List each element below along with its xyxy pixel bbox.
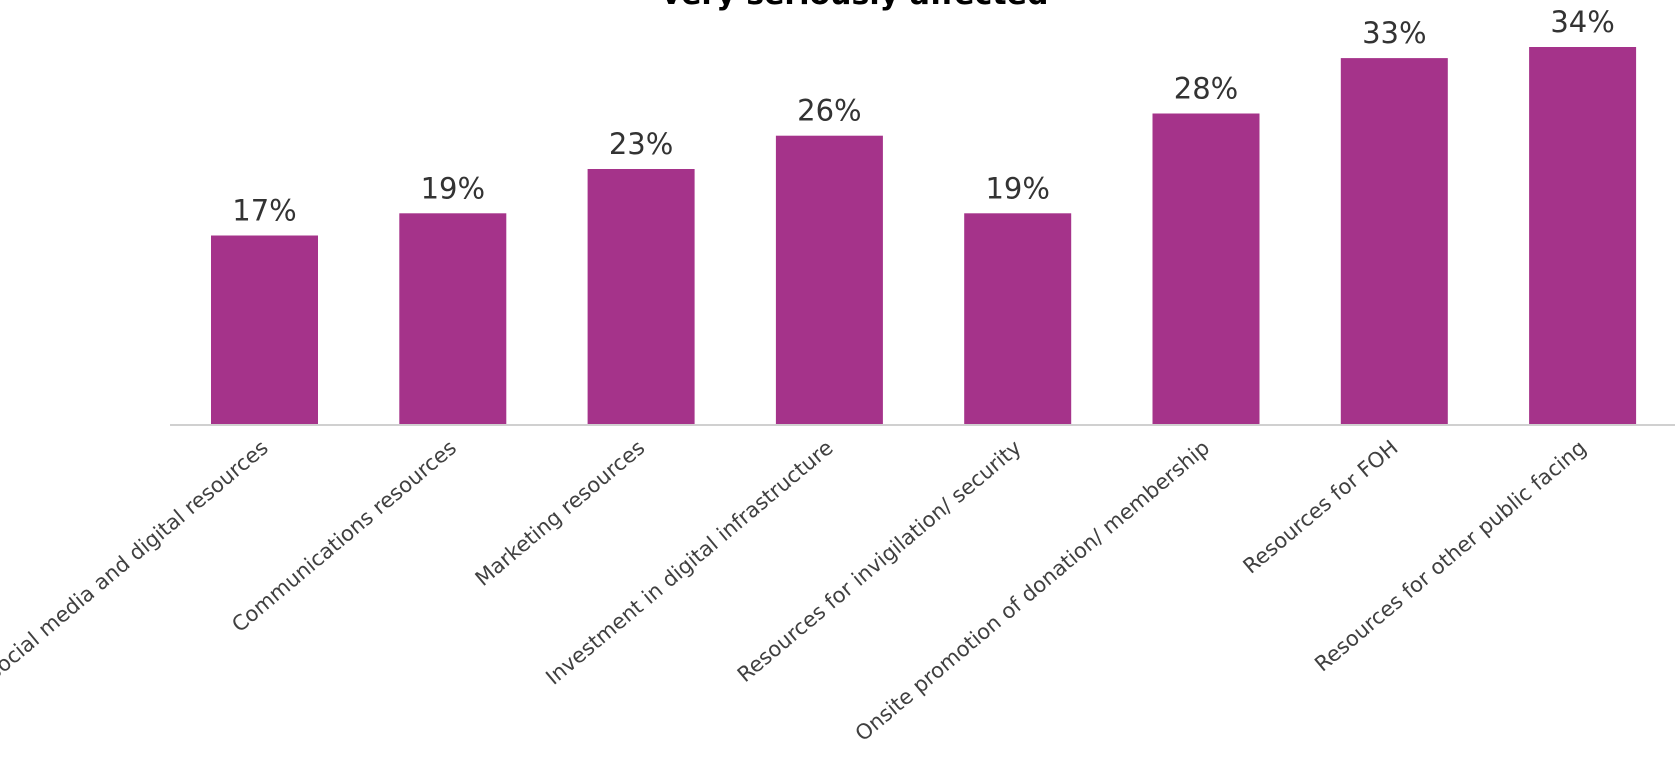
category-label: Resources for FOH	[1239, 435, 1403, 578]
data-label: 19%	[421, 171, 485, 205]
category-label: Onsite promotion of donation/ membership	[851, 435, 1215, 745]
category-label: Communications resources	[227, 435, 461, 637]
bar	[1152, 113, 1260, 424]
bar	[775, 135, 883, 424]
data-labels-group: 17% 19% 23% 26% 19% 28% 33% 34%	[232, 5, 1615, 228]
data-label: 34%	[1550, 5, 1614, 39]
bar	[964, 213, 1072, 424]
bar	[399, 213, 507, 424]
data-label: 17%	[232, 194, 296, 228]
chart-title: very seriously affected	[662, 0, 1049, 12]
category-label: Social media and digital resources	[0, 435, 273, 685]
data-label: 23%	[609, 127, 673, 161]
bar	[211, 235, 318, 424]
data-label: 33%	[1362, 16, 1426, 50]
bar	[1529, 47, 1637, 424]
bars-group	[211, 47, 1637, 424]
data-label: 26%	[797, 94, 861, 128]
bar	[1340, 58, 1448, 424]
bar	[587, 169, 695, 424]
category-label: Investment in digital infrastructure	[541, 435, 837, 689]
category-labels-group: Social media and digital resourcesCommun…	[0, 435, 1591, 745]
data-label: 28%	[1174, 72, 1238, 106]
category-label: Marketing resources	[471, 435, 650, 590]
data-label: 19%	[985, 171, 1049, 205]
